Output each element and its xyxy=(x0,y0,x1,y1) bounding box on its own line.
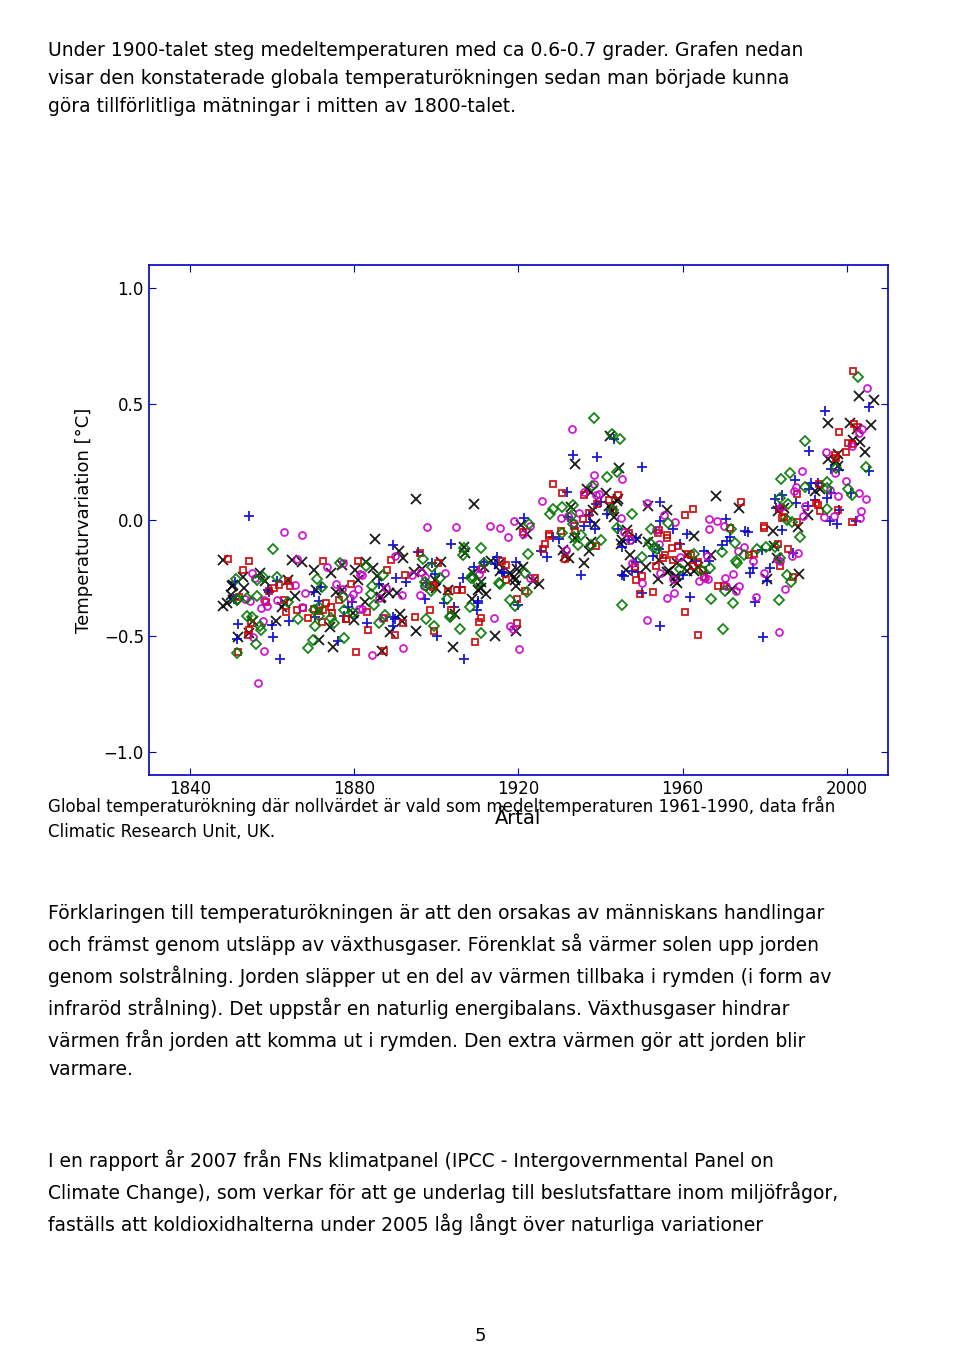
Text: I en rapport år 2007 från FNs klimatpanel (IPCC - Intergovernmental Panel on
Cli: I en rapport år 2007 från FNs klimatpane… xyxy=(48,1149,838,1235)
Y-axis label: Temperaturvariation [°C]: Temperaturvariation [°C] xyxy=(75,408,92,632)
Text: Förklaringen till temperaturökningen är att den orsakas av människans handlingar: Förklaringen till temperaturökningen är … xyxy=(48,904,831,1080)
Text: 5: 5 xyxy=(474,1326,486,1345)
Text: Under 1900-talet steg medeltemperaturen med ca 0.6-0.7 grader. Grafen nedan
visa: Under 1900-talet steg medeltemperaturen … xyxy=(48,41,804,116)
Text: Global temperaturökning där nollvärdet är vald som medeltemperaturen 1961-1990, : Global temperaturökning där nollvärdet ä… xyxy=(48,796,835,840)
X-axis label: Årtal: Årtal xyxy=(495,809,541,828)
